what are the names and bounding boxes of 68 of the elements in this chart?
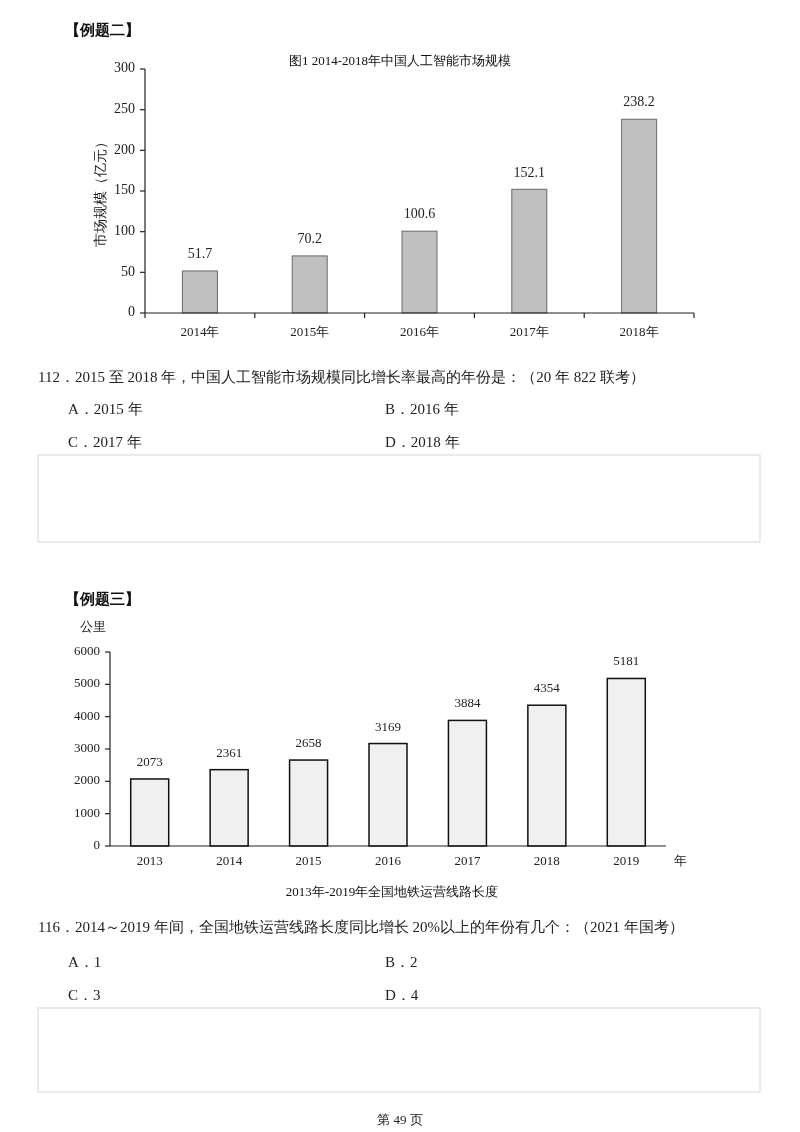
y-tick-label: 5000 bbox=[74, 675, 100, 691]
text: 【例题三】 bbox=[65, 591, 140, 608]
y-tick-label: 2000 bbox=[74, 772, 100, 788]
y-tick-label: 6000 bbox=[74, 642, 100, 658]
data-label: 51.7 bbox=[187, 246, 213, 262]
bar bbox=[606, 677, 647, 847]
y-tick-label: 150 bbox=[114, 182, 135, 198]
x-tick-label: 2014年 bbox=[180, 323, 220, 339]
text: B．2 bbox=[385, 954, 418, 971]
y-tick-label: 50 bbox=[121, 263, 135, 279]
bar bbox=[291, 255, 328, 314]
y-tick-label: 250 bbox=[114, 100, 135, 116]
data-label: 5181 bbox=[613, 653, 640, 669]
y-tick-label: 0 bbox=[128, 304, 135, 320]
bar bbox=[209, 768, 249, 847]
text: A．2015 年 bbox=[68, 401, 143, 418]
bar bbox=[181, 270, 218, 314]
y-tick-label: 3000 bbox=[74, 739, 100, 755]
data-label: 2361 bbox=[216, 744, 243, 760]
y-axis-title: 市场规模（亿元） bbox=[93, 135, 109, 247]
text: 【例题二】 bbox=[65, 22, 140, 39]
data-label: 3884 bbox=[454, 695, 481, 711]
x-tick-label: 2016年 bbox=[400, 323, 439, 339]
data-label: 3169 bbox=[375, 718, 401, 734]
x-tick-label: 2015年 bbox=[290, 323, 330, 339]
bar bbox=[447, 719, 488, 847]
bar bbox=[621, 118, 658, 314]
x-tick-label: 2018年 bbox=[619, 323, 659, 339]
x-axis-title: 年 bbox=[674, 852, 687, 868]
bar bbox=[368, 742, 408, 847]
bar bbox=[527, 704, 567, 847]
x-tick-label: 2018 bbox=[533, 852, 560, 868]
y-tick-label: 0 bbox=[93, 836, 100, 852]
text: 116．2014～2019 年间，全国地铁运营线路长度同比增长 20%以上的年份有几个：（2021 年国考） bbox=[38, 919, 684, 936]
y-axis-title: 公里 bbox=[80, 618, 106, 634]
text: C．2017 年 bbox=[68, 434, 142, 451]
bar bbox=[288, 759, 329, 847]
chart-title: 图1 2014-2018年中国人工智能市场规模 bbox=[288, 52, 512, 68]
x-tick-label: 2016 bbox=[375, 852, 402, 868]
y-tick-label: 1000 bbox=[74, 804, 100, 820]
bar bbox=[511, 188, 548, 314]
text: 第 49 页 bbox=[377, 1111, 423, 1127]
text: D．2018 年 bbox=[385, 434, 460, 451]
x-tick-label: 2019 bbox=[613, 852, 640, 868]
text: 112．2015 至 2018 年，中国人工智能市场规模同比增长率最高的年份是：（20 年 822 联考） bbox=[38, 369, 645, 386]
y-tick-label: 4000 bbox=[74, 707, 100, 723]
data-label: 4354 bbox=[533, 680, 561, 696]
y-tick-label: 300 bbox=[114, 60, 135, 76]
y-tick-label: 100 bbox=[114, 222, 135, 238]
bar bbox=[129, 778, 170, 847]
text: 2013年-2019年全国地铁运营线路长度 bbox=[285, 883, 499, 899]
text: A．1 bbox=[68, 954, 102, 971]
x-tick-label: 2014 bbox=[216, 852, 243, 868]
text: D．4 bbox=[385, 987, 419, 1004]
bar bbox=[401, 230, 438, 314]
data-label: 2658 bbox=[295, 735, 322, 751]
x-tick-label: 2017 bbox=[454, 852, 481, 868]
x-tick-label: 2013 bbox=[136, 852, 163, 868]
data-label: 100.6 bbox=[403, 206, 436, 222]
data-label: 2073 bbox=[136, 753, 163, 769]
data-label: 152.1 bbox=[513, 164, 546, 180]
text: C．3 bbox=[68, 987, 101, 1004]
y-tick-label: 200 bbox=[114, 141, 135, 157]
data-label: 70.2 bbox=[297, 231, 322, 247]
x-tick-label: 2017年 bbox=[509, 323, 549, 339]
data-label: 238.2 bbox=[623, 94, 655, 110]
text: B．2016 年 bbox=[385, 401, 459, 418]
x-tick-label: 2015 bbox=[295, 852, 322, 868]
